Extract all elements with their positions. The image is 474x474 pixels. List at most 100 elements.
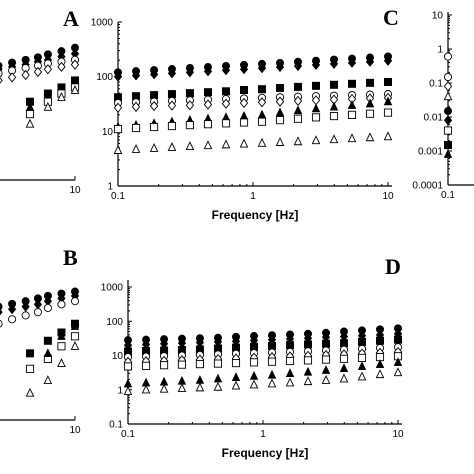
- y-tick-label-c: 100: [96, 72, 113, 83]
- data-point-a-series-3: [43, 64, 53, 75]
- data-point-c-series-6: [257, 117, 267, 126]
- panel-letter-b: B: [63, 245, 78, 270]
- x-axis-title-c: Frequency [Hz]: [212, 208, 299, 222]
- data-point-c-series-1: [239, 64, 249, 75]
- data-point-a-series-6: [25, 110, 35, 119]
- data-point-c-series-6: [347, 110, 357, 119]
- data-point-a-series-7: [57, 92, 66, 101]
- data-point-c-series-1: [203, 66, 213, 77]
- data-point-c-series-4: [221, 98, 231, 109]
- data-point-a-series-3: [57, 61, 66, 72]
- data-point-c-series-1: [149, 69, 159, 80]
- data-point-c-series-2: [240, 86, 249, 95]
- data-point-b-series-6: [25, 387, 35, 397]
- data-point-c-series-1: [185, 67, 195, 78]
- data-point-b-series-1: [0, 308, 3, 316]
- data-point-d-series-6: [375, 359, 385, 368]
- data-point-b-series-5: [57, 331, 66, 340]
- data-point-d-series-6: [393, 357, 403, 366]
- data-point-c-series-4: [239, 97, 249, 109]
- data-point-c-series-4: [257, 97, 267, 108]
- data-point-c-series-5: [383, 96, 393, 106]
- data-point-c-right-series-4: [443, 115, 453, 126]
- data-point-c-series-1: [383, 55, 393, 66]
- data-point-d-series-5: [303, 356, 313, 365]
- data-point-d-series-6: [123, 378, 133, 388]
- x-tick-label-a: 10: [69, 185, 81, 196]
- data-point-b-series-5: [70, 321, 80, 330]
- y-tick-label-c: 10: [102, 127, 114, 138]
- data-point-c-series-6: [365, 109, 375, 118]
- data-point-c-series-7: [383, 131, 393, 141]
- data-point-c-series-6: [221, 119, 231, 128]
- panel-letter-c: C: [383, 5, 399, 30]
- x-tick-label-b: 10: [69, 425, 81, 436]
- data-point-c-series-6: [167, 121, 177, 131]
- y-tick-label-d: 1000: [101, 283, 124, 294]
- data-point-c-series-5: [239, 110, 249, 120]
- y-tick-label-d: 0.1: [109, 420, 123, 431]
- data-point-c-series-2: [365, 78, 374, 87]
- data-point-c-series-5: [365, 98, 375, 108]
- data-point-b-series-1: [21, 301, 30, 312]
- data-point-b-series-2: [0, 319, 3, 328]
- data-point-d-series-7: [393, 367, 403, 377]
- data-point-c-series-1: [329, 58, 339, 69]
- data-point-a-series-7: [70, 85, 80, 94]
- data-point-d-series-7: [339, 373, 349, 383]
- data-point-c-series-6: [113, 125, 123, 134]
- data-point-c-series-4: [275, 96, 285, 107]
- data-point-c-series-1: [113, 71, 123, 82]
- data-point-c-series-2: [383, 77, 392, 86]
- data-point-c-series-7: [293, 136, 303, 146]
- data-point-d-series-7: [285, 377, 295, 387]
- data-point-c-series-7: [239, 138, 249, 148]
- data-point-d-series-5: [285, 356, 295, 366]
- data-point-c-series-5: [293, 105, 303, 115]
- data-point-d-series-7: [159, 383, 169, 393]
- data-point-d-series-7: [249, 379, 259, 389]
- data-point-c-right-series-2: [443, 91, 453, 101]
- data-point-d-series-6: [213, 373, 223, 383]
- data-point-d-series-7: [321, 374, 331, 384]
- data-point-c-series-2: [276, 84, 285, 93]
- data-point-b-series-3: [43, 336, 52, 345]
- data-point-d-series-2: [286, 341, 295, 350]
- data-point-c-right-series-1: [443, 81, 453, 92]
- data-point-d-series-2: [303, 340, 312, 349]
- data-point-c-series-7: [113, 145, 123, 154]
- data-point-b-series-4: [57, 342, 66, 351]
- data-point-c-series-2: [348, 79, 357, 88]
- data-point-a-series-7: [25, 118, 35, 128]
- data-point-c-right-series-3: [443, 107, 452, 116]
- data-point-c-series-1: [221, 65, 231, 76]
- panel-letter-a: A: [63, 6, 79, 31]
- y-tick-label-c-right: 0.01: [424, 113, 444, 124]
- data-point-c-series-5: [311, 103, 321, 113]
- data-point-c-series-7: [185, 141, 195, 151]
- data-point-d-series-7: [303, 376, 313, 386]
- data-point-d-series-2: [393, 335, 402, 344]
- data-point-b-series-4: [70, 332, 80, 341]
- data-point-d-series-5: [141, 361, 151, 370]
- data-point-c-series-2: [185, 89, 194, 98]
- data-point-d-series-5: [195, 360, 204, 369]
- y-tick-label-c-right: 0.001: [418, 147, 443, 158]
- data-point-d-series-6: [339, 363, 349, 373]
- data-point-c-series-1: [257, 63, 267, 74]
- data-point-a-series-3: [7, 72, 17, 83]
- y-tick-label-c-right: 0.0001: [412, 181, 443, 192]
- x-tick-label-c: 1: [250, 191, 256, 202]
- data-point-c-series-1: [347, 57, 357, 68]
- data-point-d-series-6: [285, 368, 295, 378]
- data-point-b-series-1: [7, 304, 17, 315]
- y-tick-label-d: 10: [112, 351, 124, 362]
- data-point-d-series-7: [195, 382, 205, 392]
- data-point-c-series-7: [257, 137, 267, 147]
- data-point-d-series-5: [267, 357, 277, 366]
- data-point-b-series-2: [43, 303, 52, 312]
- data-point-c-series-7: [203, 140, 213, 150]
- data-point-b-series-6: [70, 341, 80, 350]
- data-point-c-series-6: [131, 123, 141, 133]
